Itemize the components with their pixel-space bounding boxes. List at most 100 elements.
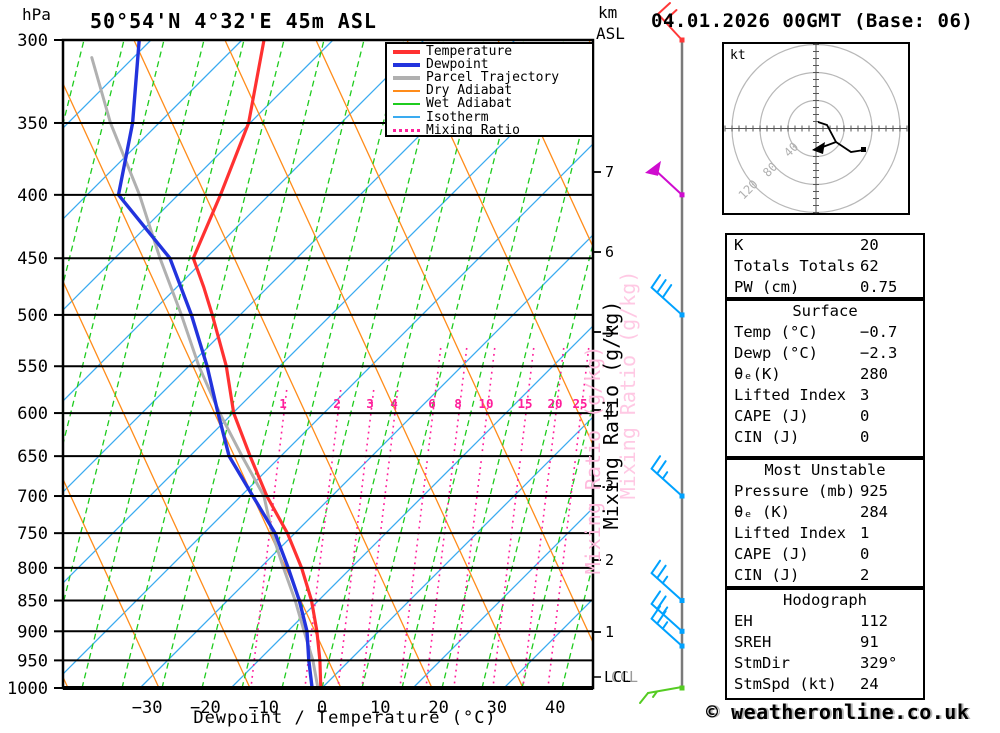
stat-label: CIN (J) [734, 428, 800, 446]
dry-adiabat-line [224, 40, 524, 688]
stat-value: 91 [860, 633, 879, 651]
pressure-tick-label: 750 [17, 524, 48, 544]
stat-label: Lifted Index [734, 524, 846, 542]
wet-adiabat-line [361, 40, 525, 688]
stat-value: 24 [860, 675, 879, 693]
wet-adiabat-line [521, 401, 593, 688]
stats-row: CIN (J) 0 [727, 427, 923, 448]
stats-row: CAPE (J) 0 [727, 544, 923, 565]
stat-value: 0 [860, 428, 870, 446]
temp-tick-label: 20 [428, 698, 448, 718]
stat-value: 280 [860, 365, 888, 383]
stats-row: θₑ (K) 284 [727, 502, 923, 523]
mixing-axis-label-ghost: Mixing Ratio (g/kg) [616, 271, 640, 500]
legend-swatch [393, 102, 420, 105]
mixing-axis-label-ghost: Mixing Ratio (g/kg) [581, 346, 605, 575]
pressure-tick-label: 650 [17, 447, 48, 467]
km-tick-label: 1 [605, 623, 614, 641]
stat-value: −2.3 [860, 344, 898, 362]
mixing-ratio-value-label: 8 [454, 396, 462, 411]
wind-barb [650, 559, 685, 604]
stat-label: Pressure (mb) [734, 482, 856, 500]
stats-row: CAPE (J) 0 [727, 406, 923, 427]
stat-label: Totals Totals [734, 257, 856, 275]
legend-item: Isotherm [393, 110, 592, 125]
legend-label: Parcel Trajectory [426, 70, 560, 86]
km-tick-label: 7 [605, 163, 614, 181]
stat-label: CAPE (J) [734, 407, 809, 425]
stats-row: StmSpd (kt) 24 [727, 674, 923, 695]
mixing-axis-label: Mixing Ratio (g/kg) [599, 301, 623, 530]
stats-box-indices: K 20 Totals Totals 62 PW (cm) 0.75 [725, 233, 925, 299]
mixing-ratio-value-label: 6 [428, 396, 436, 411]
pressure-tick-label: 350 [17, 114, 48, 134]
mixing-ratio-line [304, 389, 342, 687]
pressure-tick-label: 600 [17, 404, 48, 424]
wet-adiabat-line [201, 40, 365, 688]
stat-value: 112 [860, 612, 888, 630]
temp-tick-label: −30 [132, 698, 163, 718]
stat-value: 62 [860, 257, 879, 275]
wind-barb [645, 160, 685, 198]
wind-barb-station-dot [679, 685, 685, 691]
wet-adiabat-line [81, 40, 245, 688]
isotherm-line [412, 507, 593, 688]
stats-row: CIN (J) 2 [727, 565, 923, 586]
stats-section-header: Hodograph [783, 591, 867, 609]
legend-label: Wet Adiabat [426, 96, 513, 112]
mixing-ratio-value-label: 10 [478, 396, 493, 411]
wind-barb-station-dot [679, 598, 685, 604]
height-unit-label-asl: ASL [596, 24, 625, 43]
pressure-tick-label: 850 [17, 592, 48, 612]
height-unit-label-km: km [598, 3, 618, 22]
pressure-tick-label: 1000 [7, 679, 48, 699]
stat-label: K [734, 236, 744, 254]
pressure-tick-label: 550 [17, 357, 48, 377]
isotherm-line [63, 40, 516, 493]
wind-barb [639, 685, 685, 704]
pressure-tick-label: 700 [17, 487, 48, 507]
pressure-tick-label: 450 [17, 249, 48, 269]
wind-barb [657, 2, 685, 43]
wet-adiabat-line [441, 81, 593, 688]
stat-value: 20 [860, 236, 879, 254]
stat-value: 2 [860, 566, 870, 584]
legend-item: Dry Adiabat [393, 83, 592, 98]
stat-label: PW (cm) [734, 278, 800, 296]
mixing-ratio-value-label: 4 [390, 396, 398, 411]
plot-frame [61, 38, 595, 690]
wet-adiabat-line [63, 40, 165, 447]
legend-label: Mixing Ratio [426, 122, 520, 138]
mixing-ratio-line [399, 347, 442, 687]
plot-area [63, 40, 593, 688]
wet-adiabat-line [161, 40, 325, 688]
stats-section-header: Most Unstable [764, 461, 886, 479]
km-tick-label: 2 [605, 551, 614, 569]
isotherm-line [63, 52, 593, 584]
mixing-ratio-line [250, 389, 288, 687]
legend-swatch [393, 128, 420, 132]
mixing-ratio-line [522, 347, 565, 687]
temp-tick-label: 0 [317, 698, 327, 718]
stat-label: CIN (J) [734, 566, 800, 584]
wind-barb-station-dot [679, 312, 685, 318]
legend-swatch [393, 49, 420, 54]
isotherm-line [63, 40, 334, 311]
legend-swatch [393, 75, 420, 80]
lcl-label: LCL [604, 668, 631, 686]
pressure-tick-label: 800 [17, 559, 48, 579]
mixing-ratio-value-label: 2 [333, 396, 341, 411]
wet-adiabat-line [281, 40, 445, 688]
stat-value: 0.75 [860, 278, 898, 296]
stat-label: CAPE (J) [734, 545, 809, 563]
mixing-ratio-line [337, 389, 375, 687]
wind-barb-station-dot [679, 192, 685, 198]
isotherm-line [63, 143, 593, 675]
pressure-tick-label: 500 [17, 306, 48, 326]
dry-adiabat-line [63, 279, 251, 688]
isotherm-line [63, 40, 425, 402]
legend-item: Dewpoint [393, 57, 592, 72]
stats-row: Pressure (mb) 925 [727, 481, 923, 502]
